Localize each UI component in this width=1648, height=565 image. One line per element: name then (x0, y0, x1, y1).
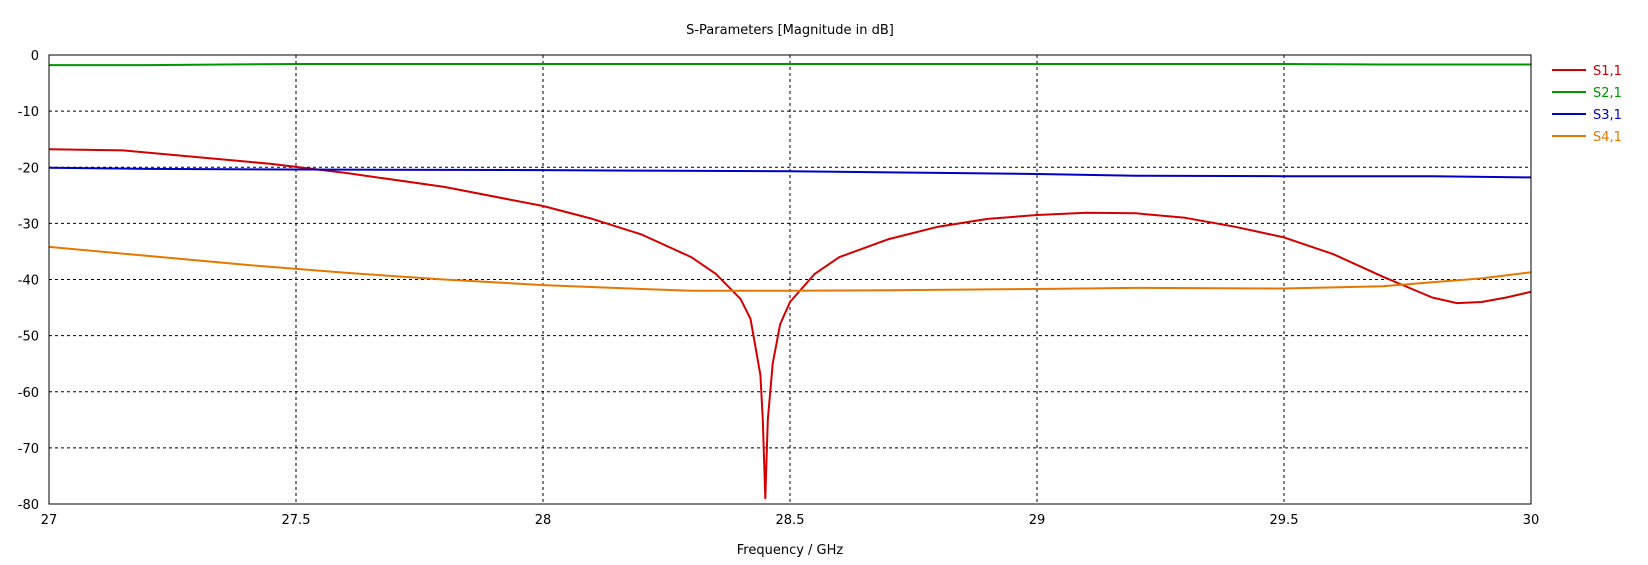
axis-ticks: 27 27.5 28 28.5 29 29.5 30 0 -10 -20 -30 -40 -50 -60 -… (18, 49, 1540, 528)
x-tick-label: 29 (1029, 513, 1046, 528)
y-tick-label: -40 (18, 274, 39, 289)
legend-label: S3,1 (1593, 108, 1622, 123)
y-tick-label: -70 (18, 442, 39, 457)
legend-label: S2,1 (1593, 86, 1622, 101)
y-tick-label: -80 (18, 498, 39, 513)
y-tick-label: -60 (18, 386, 39, 401)
series-line-s31 (48, 166, 1532, 179)
y-tick-label: -30 (18, 217, 39, 232)
plot-frame (48, 54, 1532, 505)
x-tick-label: 29.5 (1270, 513, 1299, 528)
x-tick-label: 27 (41, 513, 58, 528)
series-line-s41 (48, 245, 1532, 292)
grid-lines (49, 55, 1531, 504)
x-axis-label: Frequency / GHz (737, 543, 844, 558)
legend-label: S1,1 (1593, 64, 1622, 79)
y-tick-label: -50 (18, 330, 39, 345)
x-tick-label: 27.5 (282, 513, 311, 528)
series-line-s11 (48, 148, 1532, 500)
x-tick-label: 28 (535, 513, 552, 528)
legend: S1,1 S2,1 S3,1 S4,1 (1552, 64, 1622, 145)
chart-title: S-Parameters [Magnitude in dB] (686, 23, 894, 38)
y-tick-label: -20 (18, 161, 39, 176)
y-tick-label: -10 (18, 105, 39, 120)
y-tick-label: 0 (31, 49, 39, 64)
series-line-s21 (49, 63, 1531, 67)
x-tick-label: 28.5 (776, 513, 805, 528)
series-lines (48, 63, 1532, 500)
legend-label: S4,1 (1593, 130, 1622, 145)
x-tick-label: 30 (1523, 513, 1540, 528)
